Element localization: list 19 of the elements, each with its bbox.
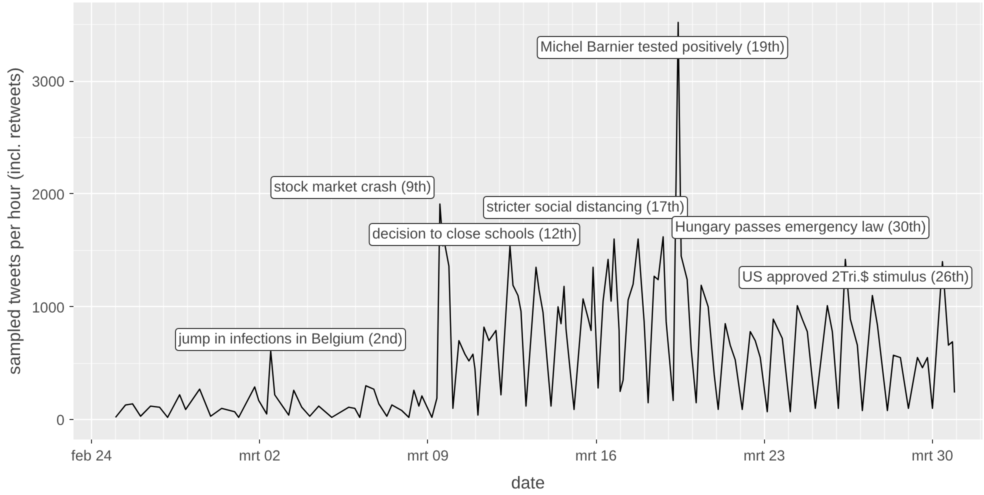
annotation: Hungary passes emergency law (30th) [675,220,926,236]
annotation: jump in infections in Belgium (2nd) [177,332,403,348]
x-tick-label: feb 24 [71,448,112,464]
annotation: stricter social distancing (17th) [486,200,684,216]
annotation: stock market crash (9th) [274,180,432,196]
x-tick-label: mrt 23 [743,448,786,464]
x-tick-label: mrt 16 [575,448,617,464]
x-tick-label: mrt 30 [912,448,954,464]
y-tick-label: 2000 [32,187,65,204]
y-tick-label: 1000 [32,300,65,316]
x-tick-label: mrt 09 [407,448,449,464]
y-axis-title: sampled tweets per hour (incl. retweets) [4,67,24,375]
annotation: US approved 2Tri.$ stimulus (26th) [742,270,969,286]
annotation: Michel Barnier tested positively (19th) [540,40,785,56]
y-tick-label: 3000 [32,74,65,91]
x-tick-label: mrt 02 [238,448,280,464]
y-tick-label: 0 [56,413,65,430]
x-axis-title: date [511,472,545,492]
annotation: decision to close schools (12th) [372,226,577,242]
